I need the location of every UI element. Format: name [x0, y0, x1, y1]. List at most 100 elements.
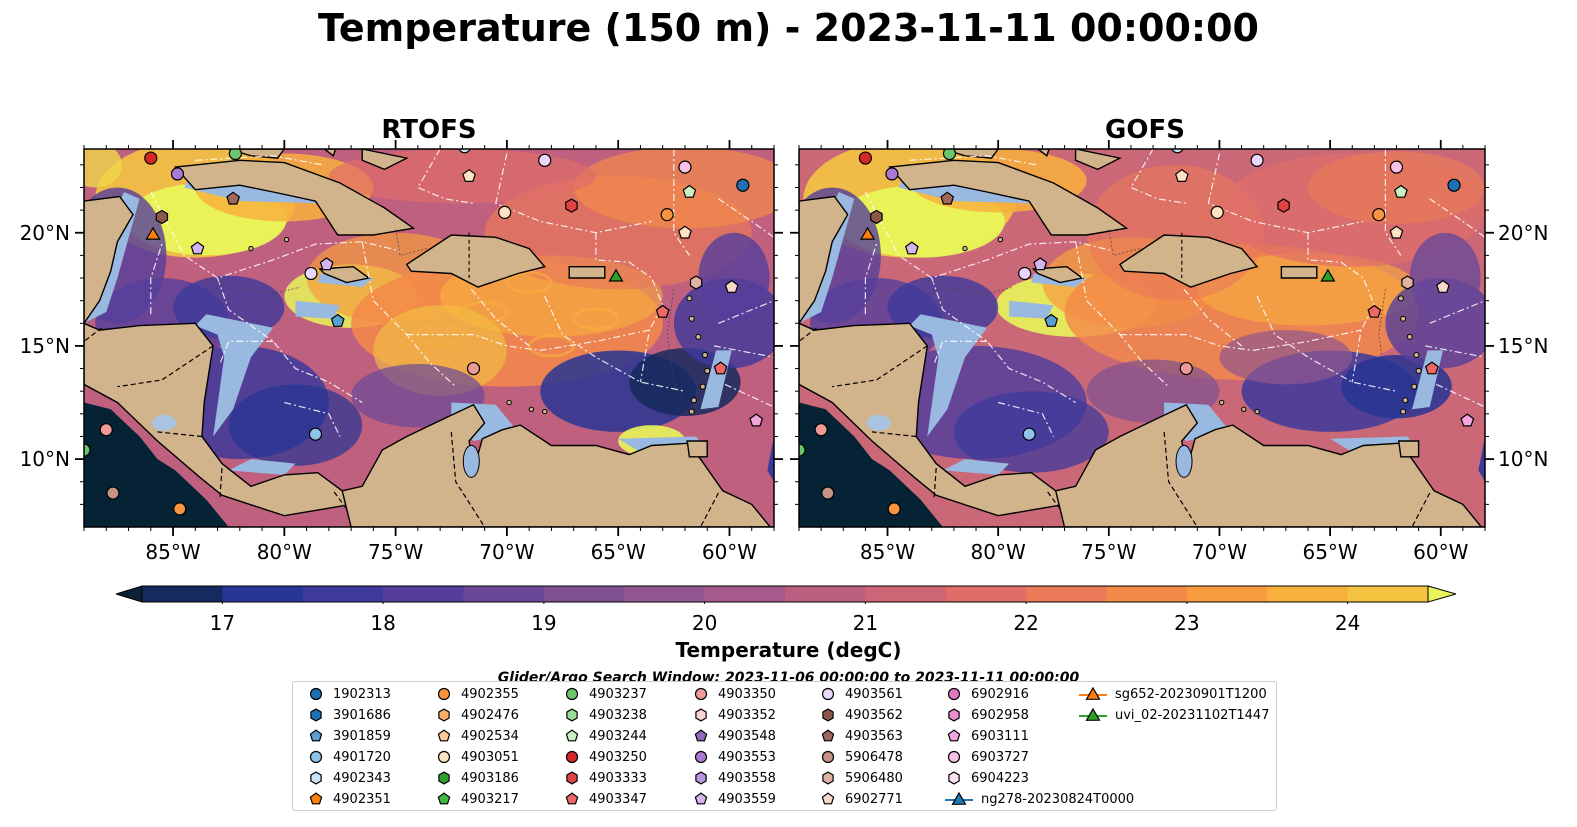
legend-label: 6903727 — [971, 749, 1029, 765]
legend-label: ng278-20230824T0000 — [981, 791, 1135, 807]
colorbar-tick-label: 23 — [1174, 611, 1200, 635]
figure-title: Temperature (150 m) - 2023-11-11 00:00:0… — [317, 6, 1259, 50]
legend-label: 5906480 — [845, 770, 903, 786]
legend-marker-icon — [437, 750, 451, 764]
platform-marker — [1018, 266, 1032, 281]
legend-item: 6903727 — [945, 749, 1029, 765]
platform-marker — [84, 443, 91, 457]
legend-marker-icon — [821, 729, 835, 742]
colorbar-segment — [1347, 586, 1429, 602]
country-border — [799, 327, 818, 342]
legend-marker — [947, 750, 961, 764]
legend-label: 4903237 — [589, 686, 647, 702]
legend-item: 4902476 — [435, 707, 519, 723]
platform-marker — [1436, 279, 1450, 293]
antilles-island — [1406, 333, 1413, 340]
platform-marker — [736, 178, 750, 192]
temperature-field-patch — [228, 384, 363, 466]
eez-boundary — [998, 401, 1055, 437]
platform-marker — [870, 209, 883, 225]
legend-marker-icon — [1079, 707, 1107, 721]
legend-item: 4902534 — [435, 728, 519, 744]
eez-boundary — [864, 191, 1114, 279]
legend-marker — [695, 771, 707, 785]
antilles-island — [1411, 383, 1418, 390]
puerto-rico-land — [568, 265, 606, 279]
platform-marker — [144, 151, 158, 165]
platform-marker — [904, 241, 919, 255]
country-border — [1411, 492, 1431, 527]
legend-label: 4903553 — [718, 749, 776, 765]
legend-marker-icon — [694, 729, 708, 742]
legend-item: 4903352 — [692, 707, 776, 723]
puerto-rico-land — [1280, 265, 1318, 279]
legend-item: 4903217 — [435, 791, 519, 807]
legend-label: 6902958 — [971, 707, 1029, 723]
colorbar-segment — [222, 586, 304, 602]
eez-boundary — [495, 153, 652, 234]
colorbar-tick-label: 19 — [531, 611, 557, 635]
platform-marker — [887, 502, 901, 516]
legend-marker — [437, 729, 451, 742]
legend-marker-icon — [309, 792, 323, 805]
legend-marker — [948, 771, 960, 785]
shallow-shelf — [295, 300, 340, 319]
small-island — [1254, 408, 1260, 415]
legend-label: 4903352 — [718, 707, 776, 723]
temperature-colorbar — [116, 585, 1456, 604]
map-content — [799, 149, 1485, 527]
platform-marker — [1044, 313, 1059, 327]
platform-legend: 1902313 3901686 3901859 4901720 4902343 49023… — [292, 681, 1277, 811]
colorbar-tick-label: 17 — [209, 611, 236, 635]
jamaica-land — [1032, 265, 1084, 284]
legend-label: sg652-20230901T1200 — [1115, 686, 1267, 702]
small-island — [528, 406, 535, 412]
south-america-land — [1054, 403, 1485, 527]
legend-triangle-marker — [951, 791, 967, 805]
eez-boundary — [933, 340, 988, 365]
antilles-island — [1413, 351, 1420, 358]
panel-title-gofs: GOFS — [1105, 115, 1185, 145]
legend-marker — [437, 687, 451, 701]
platform-marker — [1372, 208, 1386, 222]
lat-tick-label-left: 20°N — [19, 220, 70, 245]
platform-marker — [660, 208, 674, 222]
legend-item: 4903237 — [563, 686, 647, 702]
platform-marker — [885, 167, 899, 181]
legend-marker-icon — [437, 687, 451, 701]
bahamas-land — [361, 149, 409, 171]
eez-boundary — [724, 383, 774, 408]
country-border — [699, 492, 719, 527]
legend-marker — [438, 708, 450, 722]
legend-marker-icon — [309, 729, 323, 742]
legend-marker-icon — [565, 687, 579, 701]
country-border — [117, 345, 214, 388]
map-frame — [83, 148, 775, 528]
country-border — [1046, 490, 1061, 510]
eddy-feature — [505, 271, 553, 295]
legend-marker — [821, 729, 835, 742]
colorbar-segment — [302, 586, 384, 602]
legend-item: 6902958 — [945, 707, 1029, 723]
country-border — [832, 345, 928, 388]
legend-item: 4903558 — [692, 770, 776, 786]
colorbar-tick-label: 24 — [1334, 611, 1361, 635]
lon-tick-label-left: 60°W — [701, 540, 758, 564]
legend-label: 6904223 — [971, 770, 1029, 786]
legend-marker-icon — [822, 771, 834, 785]
eez-boundary — [150, 243, 163, 315]
legend-label: 4903562 — [845, 707, 903, 723]
lat-tick-label-left: 15°N — [19, 333, 70, 358]
bathymetry-contour — [206, 277, 301, 295]
small-island — [997, 236, 1004, 243]
temperature-field-patch — [1307, 151, 1485, 224]
lon-tick-label-left: 85°W — [145, 540, 201, 564]
legend-marker-icon — [821, 687, 835, 701]
eez-boundary — [219, 340, 274, 365]
colorbar-segment — [543, 586, 625, 602]
legend-marker-icon — [694, 792, 708, 805]
bahamas-land — [1074, 149, 1122, 171]
legend-label: 4903563 — [845, 728, 903, 744]
legend-triangle-marker — [1085, 707, 1101, 721]
axis-ticks — [790, 140, 1494, 536]
